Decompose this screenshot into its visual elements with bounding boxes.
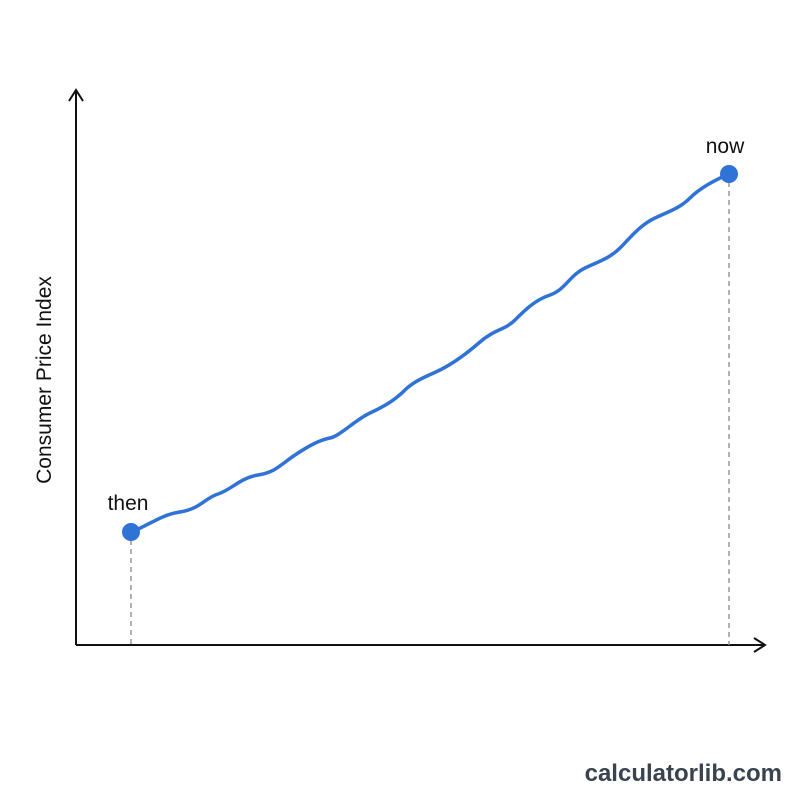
then-point bbox=[122, 523, 140, 541]
price-curve bbox=[129, 172, 731, 534]
x-axis-arrow bbox=[753, 637, 767, 653]
axes bbox=[68, 88, 767, 653]
then-label: then bbox=[108, 492, 149, 515]
now-point bbox=[720, 165, 738, 183]
watermark: calculatorlib.com bbox=[585, 760, 782, 787]
y-axis-arrow bbox=[68, 88, 84, 102]
y-axis-label: Consumer Price Index bbox=[33, 276, 56, 484]
now-label: now bbox=[706, 135, 745, 158]
